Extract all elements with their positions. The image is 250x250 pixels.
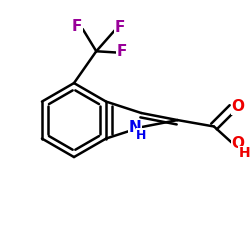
- Text: H: H: [238, 146, 250, 160]
- Text: F: F: [114, 20, 125, 35]
- Text: F: F: [117, 44, 127, 59]
- Text: N: N: [129, 120, 141, 135]
- Text: O: O: [232, 136, 244, 151]
- Text: O: O: [232, 99, 244, 114]
- Text: H: H: [136, 128, 146, 141]
- Text: F: F: [72, 18, 83, 34]
